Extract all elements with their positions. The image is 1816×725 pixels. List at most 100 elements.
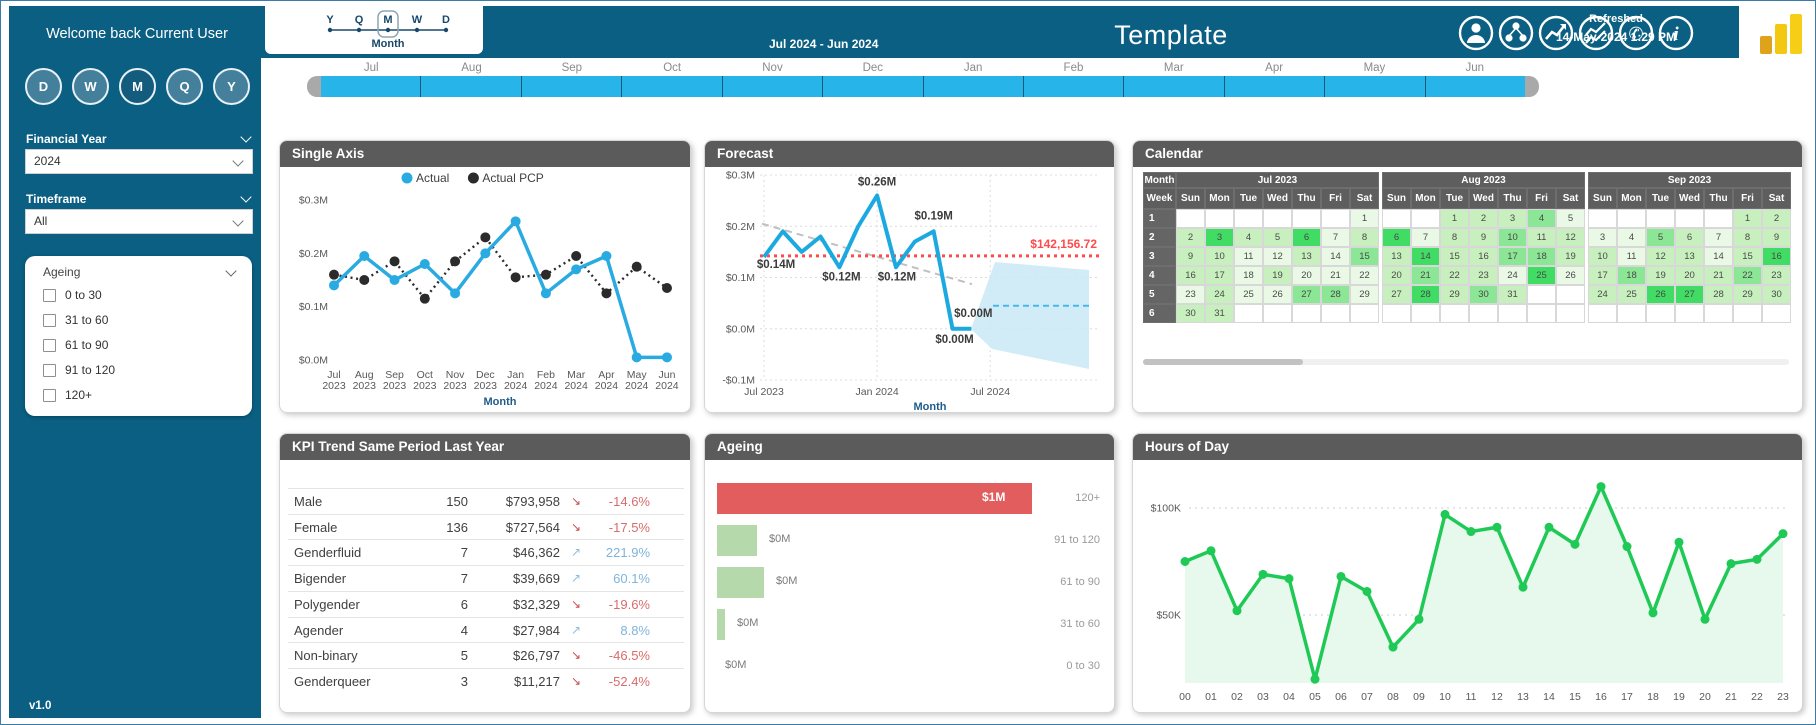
svg-text:$142,156.72: $142,156.72 (1030, 237, 1097, 251)
calendar-cell: 3 (1143, 247, 1176, 266)
checkbox[interactable] (43, 363, 56, 377)
checkbox[interactable] (43, 288, 56, 302)
kpi-table-row[interactable]: Female 136 $727,564 ↘ -17.5% (288, 513, 684, 540)
svg-text:Y: Y (326, 14, 334, 26)
kpi-table-row[interactable]: Genderfluid 7 $46,362 ↗ 221.9% (288, 539, 684, 565)
timeline-segment[interactable] (1425, 76, 1526, 97)
period-button-m[interactable]: M (119, 68, 156, 105)
timeline-segment[interactable] (823, 76, 924, 97)
svg-text:Sep: Sep (385, 369, 404, 381)
calendar-scrollbar[interactable] (1143, 359, 1789, 365)
ageing-bar-chart[interactable]: $1M 120+ $0M 91 to 120 $0M 61 to 90 $0M 31 to 6… (705, 460, 1114, 714)
calendar-cell (1527, 285, 1556, 304)
kpi-table-row[interactable]: Bigender 7 $39,669 ↗ 60.1% (288, 565, 684, 591)
timeframe-dropdown[interactable]: All (25, 209, 253, 234)
ageing-bar[interactable] (717, 609, 725, 640)
timeline-segment[interactable] (722, 76, 824, 97)
ageing-bar-value: $0M (776, 575, 798, 587)
ageing-filter-header[interactable]: Ageing (43, 265, 237, 279)
svg-text:Aug: Aug (355, 369, 374, 381)
calendar-cell: 17 (1498, 247, 1527, 266)
calendar-cell: 27 (1292, 285, 1321, 304)
single-axis-chart[interactable]: $0.0M$0.1M$0.2M$0.3MJul2023Aug2023Sep202… (280, 167, 692, 414)
phone-icon[interactable]: ✆ (1617, 14, 1655, 52)
timeline-segment[interactable] (1124, 76, 1225, 97)
checkbox[interactable] (43, 388, 56, 402)
svg-text:$0.00M: $0.00M (935, 334, 973, 346)
period-button-w[interactable]: W (72, 68, 109, 105)
timeline-segment[interactable] (622, 76, 723, 97)
checkbox[interactable] (43, 338, 56, 352)
svg-text:M: M (383, 14, 392, 26)
calendar-cell: Mon (1205, 188, 1234, 209)
svg-text:17: 17 (1621, 691, 1633, 703)
svg-text:✆: ✆ (1628, 24, 1643, 45)
calendar-cell: 27 (1382, 285, 1411, 304)
svg-text:Jul: Jul (327, 369, 340, 381)
timeline-segment[interactable] (321, 76, 422, 97)
trend-icon[interactable] (1537, 14, 1575, 52)
calendar-cell (1176, 209, 1205, 228)
calendar-gap (1585, 209, 1588, 228)
period-granularity-slider[interactable]: Y Q M W D Month (265, 6, 483, 54)
period-button-y[interactable]: Y (213, 68, 250, 105)
ageing-bar[interactable] (717, 567, 764, 598)
timeline-segment[interactable] (421, 76, 522, 97)
calendar-cell: 10 (1205, 247, 1234, 266)
header-icon-bar: ✆ i (1457, 14, 1695, 52)
svg-text:18: 18 (1647, 691, 1659, 703)
timeline-left-handle[interactable] (307, 76, 321, 97)
calendar-cell (1646, 304, 1675, 323)
kpi-table-row[interactable]: Polygender 6 $32,329 ↘ -19.6% (288, 590, 684, 617)
calendar-cell: Sun (1588, 188, 1617, 209)
timeline-right-handle[interactable] (1525, 76, 1539, 97)
ageing-category-label: 120+ (1075, 492, 1100, 504)
checkbox[interactable] (43, 313, 56, 327)
calendar-cell: 15 (1733, 247, 1762, 266)
timeline-segment[interactable] (1325, 76, 1426, 97)
timeline-slicer-bar[interactable] (321, 76, 1526, 97)
timeline-segment[interactable] (1224, 76, 1326, 97)
svg-text:16: 16 (1595, 691, 1607, 703)
panel-kpi-trend: KPI Trend Same Period Last Year Male 150 $… (279, 433, 691, 713)
calendar-cell (1675, 209, 1704, 228)
kpi-table-row[interactable]: Agender 4 $27,984 ↗ 8.8% (288, 616, 684, 643)
calendar-scrollbar-thumb[interactable] (1143, 359, 1303, 365)
user-icon[interactable] (1457, 14, 1495, 52)
chevron-down-icon[interactable] (240, 191, 252, 203)
calendar-cell: 11 (1527, 228, 1556, 247)
calendar-cell: 15 (1350, 247, 1379, 266)
svg-text:Actual PCP: Actual PCP (482, 171, 543, 185)
calendar-gap (1585, 247, 1588, 266)
hours-of-day-chart[interactable]: $100K $50K 00 01 02 03 04 05 06 07 08 09 10 11 12 13 14 1… (1133, 460, 1804, 714)
calendar-cell: 20 (1675, 266, 1704, 285)
svg-text:$50K: $50K (1156, 610, 1181, 622)
calendar-cell: 4 (1527, 209, 1556, 228)
period-button-q[interactable]: Q (166, 68, 203, 105)
timeline-segment[interactable] (1023, 76, 1125, 97)
ageing-bar[interactable] (717, 483, 1032, 514)
calendar-cell: Mon (1617, 188, 1646, 209)
kpi-table-row[interactable]: Non-binary 5 $26,797 ↘ -46.5% (288, 642, 684, 668)
kpi-table-row[interactable]: Male 150 $793,958 ↘ -14.6% (288, 488, 684, 514)
calendar-cell: Sat (1350, 188, 1379, 209)
period-button-d[interactable]: D (25, 68, 62, 105)
ageing-bar[interactable] (717, 525, 757, 556)
timeline-segment[interactable] (923, 76, 1024, 97)
svg-text:W: W (412, 14, 423, 26)
kpi-table-row[interactable]: Genderqueer 3 $11,217 ↘ -52.4% (288, 667, 684, 694)
calendar-cell: 16 (1762, 247, 1791, 266)
info-icon[interactable]: i (1657, 14, 1695, 52)
calendar-cell: Fri (1321, 188, 1350, 209)
financial-year-dropdown[interactable]: 2024 (25, 149, 253, 174)
trend-up-icon: ↗ (570, 571, 582, 586)
calendar-cell: 20 (1382, 266, 1411, 285)
chevron-down-icon[interactable] (240, 131, 252, 143)
calendar-cell: Thu (1292, 188, 1321, 209)
svg-text:Nov: Nov (446, 369, 465, 381)
timeline-segment[interactable] (521, 76, 623, 97)
org-chart-icon[interactable] (1497, 14, 1535, 52)
multi-trend-icon[interactable] (1577, 14, 1615, 52)
